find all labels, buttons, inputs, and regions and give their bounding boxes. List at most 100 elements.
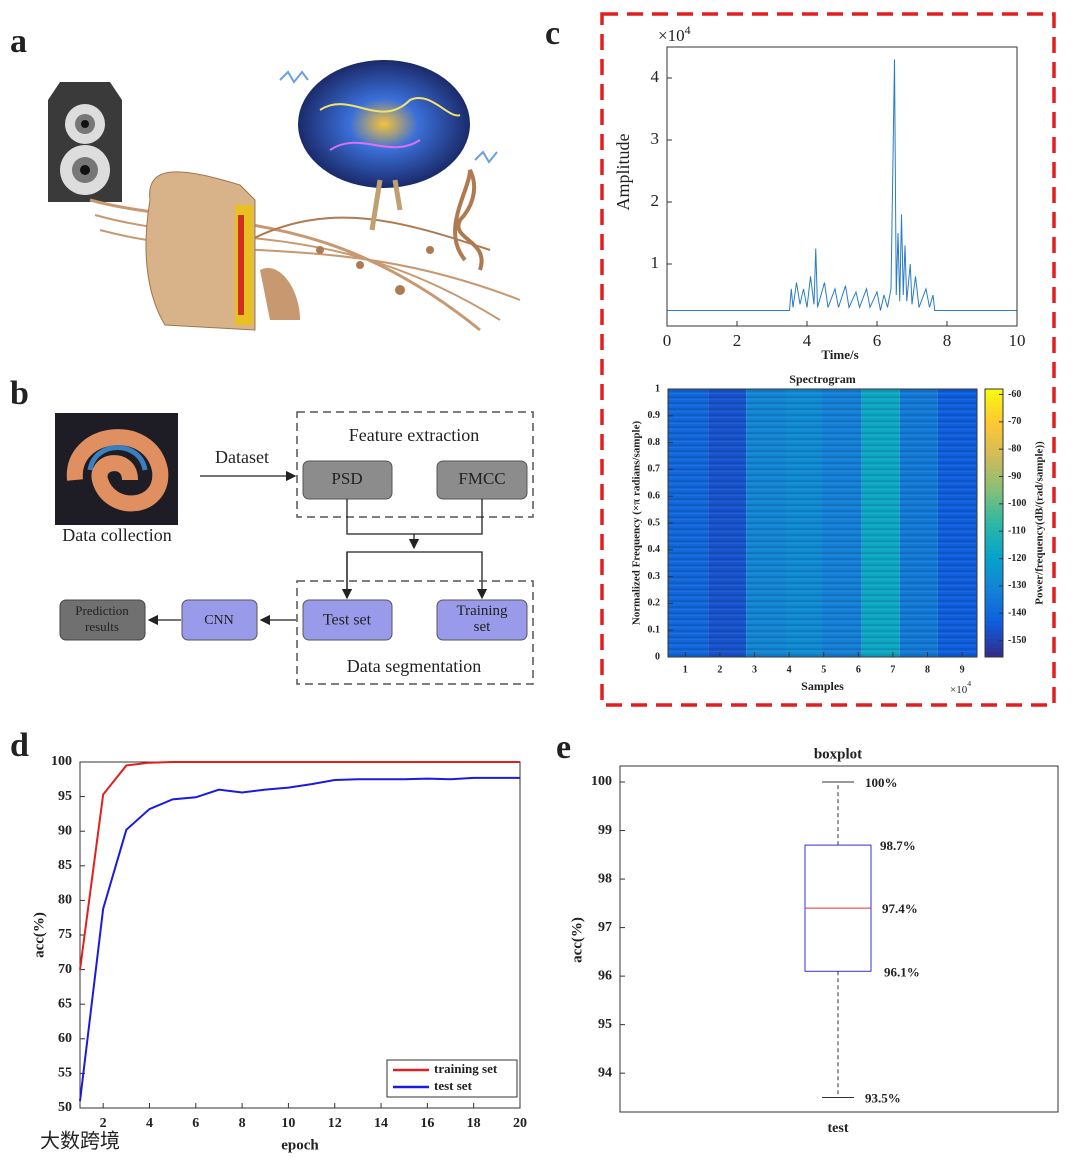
x-tick-label: 7 — [890, 664, 895, 675]
x-axis-label: Time/s — [821, 347, 858, 362]
x-tick-label: 8 — [925, 664, 930, 675]
colorbar-step — [985, 500, 1003, 506]
y-tick-label: 0.6 — [648, 490, 661, 501]
y-tick-label: 96 — [598, 968, 612, 983]
colorbar-step — [985, 406, 1003, 412]
y-tick-label: 0.5 — [648, 517, 661, 528]
colorbar-step — [985, 648, 1003, 654]
device-image — [66, 429, 169, 512]
y-tick-label: 50 — [58, 1100, 72, 1115]
y-tick-label: 2 — [651, 191, 660, 210]
colorbar-step — [985, 634, 1003, 640]
colorbar-tick-label: -100 — [1008, 498, 1026, 509]
colorbar-step — [985, 652, 1003, 658]
y-tick-label: 4 — [651, 67, 660, 86]
colorbar-tick-label: -60 — [1008, 389, 1021, 400]
data-label: 100% — [865, 775, 898, 790]
node-label: FMCC — [458, 469, 505, 488]
colorbar-step — [985, 607, 1003, 613]
colorbar-step — [985, 540, 1003, 546]
colorbar-step — [985, 473, 1003, 479]
y-tick-label: 0.4 — [648, 544, 661, 555]
colorbar-step — [985, 447, 1003, 453]
legend — [386, 1059, 518, 1098]
series-line — [79, 776, 520, 1102]
multiplier-exponent: 4 — [967, 679, 971, 688]
y-axis-label: Amplitude — [613, 133, 633, 210]
multiplier-exponent: 4 — [685, 23, 691, 37]
y-tick-label: 94 — [598, 1065, 612, 1080]
node-label: CNN — [204, 613, 234, 628]
panel-label: a — [10, 23, 27, 60]
plot-frame — [619, 765, 1059, 1113]
node-label: PSD — [331, 469, 362, 488]
y-axis-label: Normalized Frequency (×π radians/sample) — [631, 421, 643, 626]
x-tick-label: 12 — [328, 1116, 342, 1131]
illustration — [48, 60, 521, 332]
y-tick-label: 70 — [58, 962, 72, 977]
edge-label: Dataset — [215, 447, 269, 467]
x-tick-label: 14 — [374, 1116, 388, 1131]
y-tick-label: 0 — [655, 651, 660, 662]
colorbar-step — [985, 487, 1003, 493]
x-tick-label: 8 — [943, 331, 952, 350]
x-tick-label: 16 — [420, 1116, 434, 1131]
x-tick-label: 10 — [1009, 331, 1026, 350]
x-tick-label: 0 — [663, 331, 672, 350]
colorbar-step — [985, 496, 1003, 502]
colorbar-step — [985, 625, 1003, 631]
colorbar-tick-label: -140 — [1008, 608, 1026, 619]
y-tick-label: 80 — [58, 893, 72, 908]
highlight-box — [600, 12, 1056, 707]
colorbar-step — [985, 567, 1003, 573]
colorbar-step — [985, 554, 1003, 560]
node-label: Training set — [456, 603, 508, 635]
colorbar-step — [985, 536, 1003, 542]
colorbar-tick-label: -130 — [1008, 580, 1026, 591]
colorbar-tick-label: -150 — [1008, 635, 1026, 646]
texture — [668, 389, 977, 657]
colorbar-step — [985, 411, 1003, 417]
y-tick-label: 65 — [58, 996, 72, 1011]
y-tick-label: 60 — [58, 1031, 72, 1046]
x-tick-label: 5 — [821, 664, 826, 675]
y-tick-label: 90 — [58, 823, 72, 838]
colorbar-step — [985, 549, 1003, 555]
plot-frame — [79, 761, 521, 1109]
colorbar-step — [985, 527, 1003, 533]
colorbar-step — [985, 469, 1003, 475]
node — [181, 599, 258, 641]
colorbar-step — [985, 523, 1003, 528]
plot-frame — [666, 46, 1018, 327]
colorbar-step — [985, 478, 1003, 484]
group-label: Data segmentation — [347, 656, 481, 676]
colorbar-step — [985, 616, 1003, 622]
x-tick-label: 1 — [683, 664, 688, 675]
colorbar-tick-label: -90 — [1008, 471, 1021, 482]
y-tick-label: 98 — [598, 871, 612, 886]
data-label: 96.1% — [884, 964, 920, 979]
colorbar-step — [985, 581, 1003, 587]
colorbar-step — [985, 509, 1003, 515]
colorbar-step — [985, 433, 1003, 439]
x-axis-label: epoch — [281, 1137, 319, 1153]
colorbar-step — [985, 393, 1003, 399]
axis-multiplier: ×104 — [950, 679, 971, 696]
x-tick-label: 2 — [733, 331, 742, 350]
x-tick-label: 20 — [513, 1116, 527, 1131]
x-tick-label: test — [828, 1121, 849, 1136]
colorbar-step — [985, 389, 1003, 394]
y-tick-label: 95 — [598, 1017, 612, 1032]
panel-label: b — [10, 375, 29, 412]
x-tick-label: 6 — [873, 331, 882, 350]
data-label: 97.4% — [882, 901, 918, 916]
colorbar-step — [985, 415, 1003, 421]
axis-multiplier: ×104 — [658, 23, 691, 45]
node-label: Prediction results — [75, 603, 129, 634]
chart-title: boxplot — [814, 746, 862, 762]
colorbar-step — [985, 460, 1003, 466]
node — [302, 599, 393, 641]
x-tick-label: 4 — [803, 331, 812, 350]
y-tick-label: 85 — [58, 858, 72, 873]
